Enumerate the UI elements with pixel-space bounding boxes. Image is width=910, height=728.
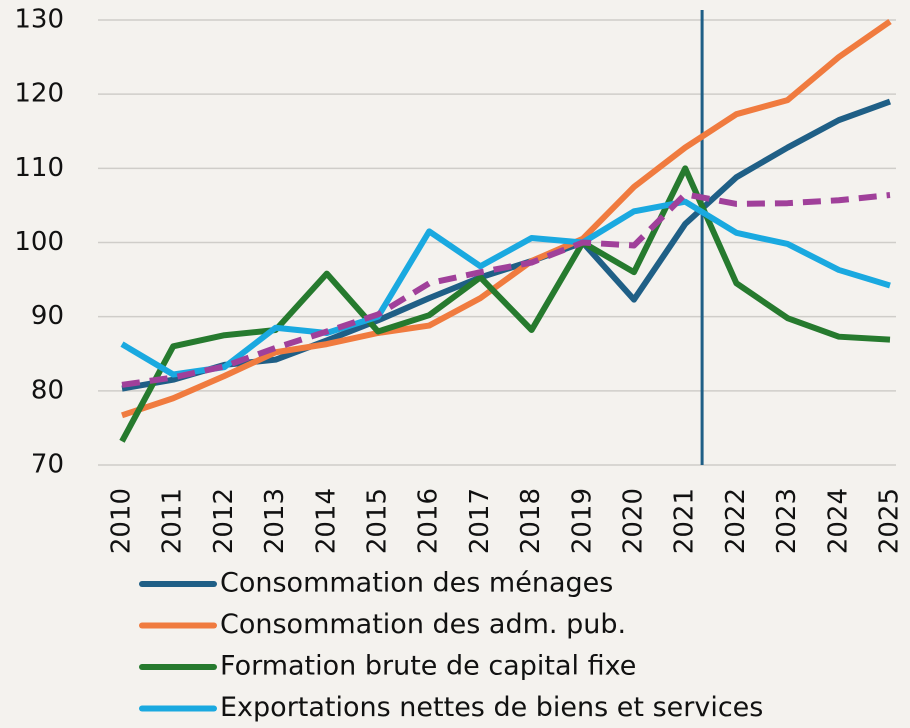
x-tick-label: 2016 (414, 488, 444, 554)
legend-label: Formation brute de capital fixe (220, 651, 636, 682)
y-tick-label: 70 (31, 450, 64, 480)
legend-label: Consommation des adm. pub. (220, 609, 626, 640)
legend-label: Exportations nettes de biens et services (220, 692, 763, 723)
x-tick-label: 2014 (311, 488, 341, 554)
x-tick-label: 2011 (158, 488, 188, 554)
x-tick-label: 2021 (670, 488, 700, 554)
y-tick-label: 130 (14, 5, 64, 35)
series-line (120, 198, 891, 378)
series-line (121, 19, 892, 419)
x-tick-label: 2015 (363, 488, 393, 554)
y-tick-label: 90 (31, 301, 64, 331)
x-tick-label: 2023 (772, 488, 802, 554)
x-tick-label: 2013 (260, 488, 290, 554)
x-tick-label: 2024 (823, 488, 853, 554)
x-tick-label: 2012 (209, 488, 239, 554)
y-tick-label: 100 (14, 227, 64, 257)
y-tick-label: 120 (14, 79, 64, 109)
legend-label: Consommation des ménages (220, 568, 613, 599)
series-line (121, 98, 892, 392)
x-tick-label: 2025 (875, 488, 905, 554)
x-tick-label: 2010 (107, 488, 137, 554)
y-tick-label: 110 (14, 153, 64, 183)
series-line (121, 191, 891, 388)
x-tick-label: 2017 (465, 488, 495, 554)
x-tick-label: 2020 (619, 488, 649, 554)
x-tick-label: 2019 (567, 488, 597, 554)
y-tick-label: 80 (31, 375, 64, 405)
x-tick-label: 2022 (721, 488, 751, 554)
series-line (119, 165, 891, 443)
x-tick-label: 2018 (516, 488, 546, 554)
